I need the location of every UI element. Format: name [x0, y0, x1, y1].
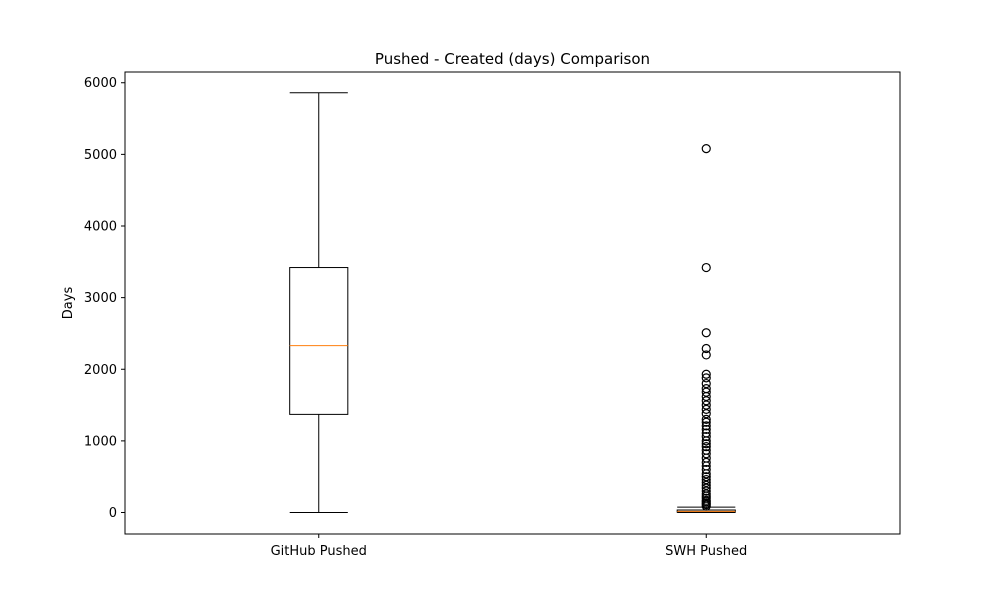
- outlier-point: [701, 439, 711, 449]
- y-axis-label: Days: [61, 287, 76, 320]
- box-github-pushed: [289, 92, 349, 514]
- x-tick-label: SWH Pushed: [665, 544, 747, 559]
- outlier-point: [701, 445, 711, 455]
- outlier-point: [701, 464, 711, 475]
- y-tick-label: 0: [109, 506, 117, 521]
- outlier-point: [701, 144, 711, 154]
- box-swh-pushed: [676, 144, 736, 514]
- y-axis: 0 1000 2000 3000 4000 5000 6000: [84, 76, 125, 521]
- y-tick-label: 3000: [84, 291, 117, 306]
- outlier-point: [701, 383, 711, 394]
- y-tick-label: 5000: [84, 148, 117, 163]
- outlier-point: [701, 424, 711, 435]
- y-tick-label: 6000: [84, 76, 117, 91]
- outlier-point: [701, 378, 711, 389]
- boxes-layer: [289, 92, 736, 514]
- outlier-point: [701, 428, 711, 438]
- chart-title: Pushed - Created (days) Comparison: [375, 50, 650, 68]
- outlier-point: [701, 369, 711, 379]
- outlier-point: [701, 414, 711, 424]
- outlier-point: [701, 421, 711, 431]
- outlier-point: [701, 431, 711, 442]
- outlier-point: [701, 442, 711, 452]
- y-tick-label: 1000: [84, 434, 117, 449]
- y-tick-label: 2000: [84, 363, 117, 378]
- plot-frame: [124, 71, 901, 535]
- outlier-point: [701, 262, 711, 273]
- outlier-point: [701, 472, 711, 482]
- outlier-point: [701, 328, 711, 338]
- x-tick-label: GitHub Pushed: [271, 544, 367, 559]
- outlier-point: [701, 373, 711, 383]
- outlier-point: [701, 449, 711, 459]
- outlier-point: [701, 343, 711, 354]
- outlier-point: [701, 474, 711, 485]
- iqr-box: [289, 267, 349, 415]
- outlier-point: [701, 350, 711, 360]
- y-tick-label: 4000: [84, 220, 117, 235]
- x-axis: GitHub Pushed SWH Pushed: [271, 534, 747, 559]
